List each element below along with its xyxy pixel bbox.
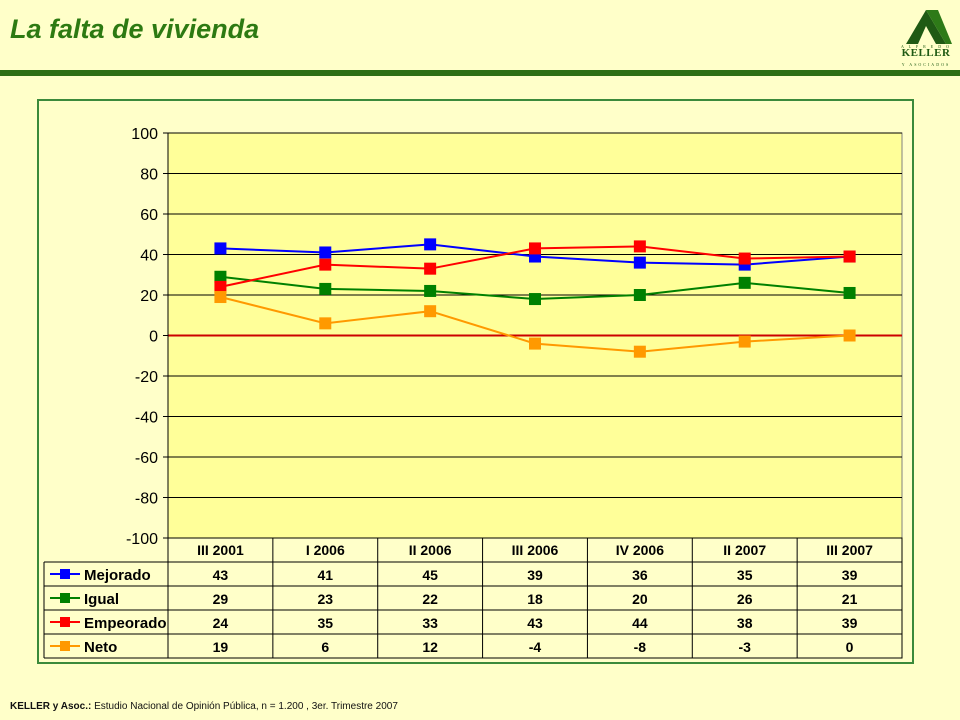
data-label: 18 <box>527 591 543 607</box>
data-point <box>424 238 437 251</box>
legend-key-marker <box>60 641 70 651</box>
y-tick-label: 0 <box>149 329 158 346</box>
data-label: -3 <box>738 639 751 655</box>
x-category-label: III 2006 <box>512 542 559 558</box>
x-category-label: II 2007 <box>723 542 766 558</box>
legend-label: Neto <box>84 639 117 656</box>
data-label: 45 <box>422 567 438 583</box>
data-point <box>319 258 332 271</box>
data-label: 39 <box>527 567 543 583</box>
data-point <box>214 270 227 283</box>
legend-label: Mejorado <box>84 567 151 584</box>
y-tick-label: -20 <box>135 369 158 386</box>
data-point <box>529 293 541 306</box>
data-point <box>214 242 227 255</box>
x-category-label: I 2006 <box>306 542 345 558</box>
data-label: 19 <box>213 639 229 655</box>
data-point <box>319 317 332 330</box>
x-category-label: III 2001 <box>197 542 244 558</box>
data-label: 23 <box>317 591 333 607</box>
data-point <box>214 280 227 293</box>
data-label: 39 <box>842 567 858 583</box>
data-label: 6 <box>321 639 329 655</box>
data-point <box>214 291 227 304</box>
data-point <box>738 252 751 265</box>
data-label: 41 <box>317 567 333 583</box>
data-point <box>529 337 541 350</box>
footnote: KELLER y Asoc.: Estudio Nacional de Opin… <box>10 701 398 712</box>
y-tick-label: 60 <box>140 207 158 224</box>
logo-top-text: A L F R E D O <box>900 44 952 49</box>
data-point <box>633 345 646 358</box>
data-label: 29 <box>213 591 229 607</box>
y-tick-label: 100 <box>131 126 158 143</box>
data-point <box>633 256 646 269</box>
data-label: 44 <box>632 615 648 631</box>
data-label: 43 <box>527 615 543 631</box>
data-label: 43 <box>213 567 229 583</box>
x-category-label: III 2007 <box>826 542 873 558</box>
y-tick-label: -40 <box>135 410 158 427</box>
legend-key-marker <box>60 617 70 627</box>
data-point <box>843 286 856 299</box>
data-point <box>529 242 541 255</box>
data-label: 35 <box>317 615 333 631</box>
y-tick-label: 80 <box>140 167 158 184</box>
data-point <box>319 246 332 259</box>
legend-key-marker <box>60 569 70 579</box>
page-title: La falta de vivienda <box>10 14 260 44</box>
data-point <box>633 289 646 301</box>
data-point <box>843 250 856 263</box>
legend-label: Empeorado <box>84 615 167 632</box>
data-point <box>843 329 856 342</box>
data-point <box>738 276 751 289</box>
header-rule <box>0 70 960 76</box>
data-label: 39 <box>842 615 858 631</box>
data-label: 35 <box>737 567 753 583</box>
y-tick-label: 40 <box>140 248 158 265</box>
data-label: 24 <box>213 615 229 631</box>
x-category-label: II 2006 <box>409 542 452 558</box>
y-tick-label: 20 <box>140 288 158 305</box>
data-point <box>424 305 437 318</box>
footnote-text: Estudio Nacional de Opinión Pública, n =… <box>91 701 398 712</box>
legend-label: Igual <box>84 591 119 608</box>
data-label: 22 <box>422 591 438 607</box>
data-label: 0 <box>846 639 854 655</box>
y-tick-label: -80 <box>135 491 158 508</box>
data-label: 36 <box>632 567 648 583</box>
legend-key-marker <box>60 593 70 603</box>
keller-logo: A L F R E D O KELLER Y ASOCIADOS <box>896 6 956 72</box>
data-label: 33 <box>422 615 438 631</box>
y-tick-label: -60 <box>135 450 158 467</box>
data-point <box>738 335 751 348</box>
logo-name: KELLER <box>901 47 951 59</box>
logo-mark-icon <box>906 10 952 44</box>
footnote-source: KELLER y Asoc.: <box>10 701 92 712</box>
data-point <box>633 240 646 253</box>
logo-bottom-text: Y ASOCIADOS <box>901 62 951 67</box>
data-label: 38 <box>737 615 753 631</box>
data-label: 12 <box>422 639 438 655</box>
data-point <box>424 284 437 297</box>
data-label: 20 <box>632 591 648 607</box>
data-label: 26 <box>737 591 753 607</box>
data-label: -4 <box>529 639 542 655</box>
data-label: 21 <box>842 591 858 607</box>
data-point <box>424 262 437 275</box>
data-label: -8 <box>634 639 647 655</box>
x-category-label: IV 2006 <box>616 542 664 558</box>
y-tick-label: -100 <box>126 531 158 548</box>
data-point <box>319 282 332 295</box>
